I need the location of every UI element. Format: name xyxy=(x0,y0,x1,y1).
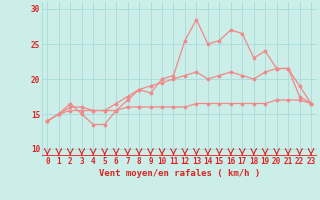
X-axis label: Vent moyen/en rafales ( km/h ): Vent moyen/en rafales ( km/h ) xyxy=(99,169,260,178)
